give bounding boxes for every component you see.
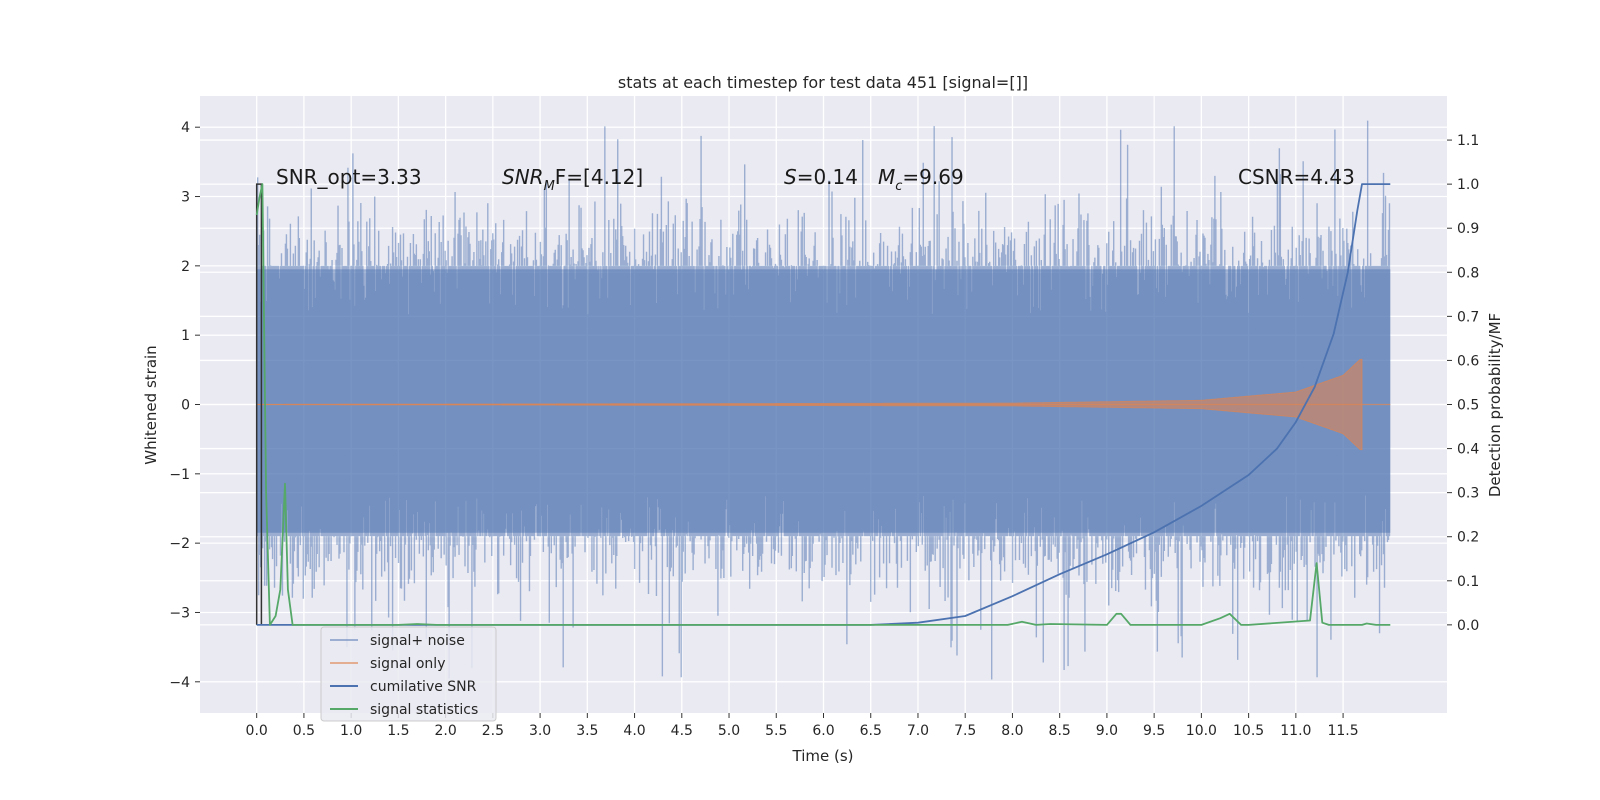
x-tick-label: 9.5 [1143,723,1165,739]
y-right-tick-label: 0.4 [1457,442,1479,458]
y-left-tick-label: 2 [181,259,190,275]
y-right-tick-label: 0.5 [1457,398,1479,414]
legend-box [320,626,497,722]
x-tick-label: 1.5 [387,723,409,739]
y-left-tick-label: 0 [181,398,190,414]
y-right-tick-label: 0.9 [1457,221,1479,237]
x-axis-ticks: 0.0 0.5 1.0 1.5 2.0 2.5 3.0 3.5 4.0 4.5 5.0 5.5 6.0 6… [246,713,1359,739]
x-tick-label: 3.0 [529,723,551,739]
y-right-tick-label: 0.3 [1457,486,1479,502]
x-tick-label: 8.0 [1001,723,1023,739]
legend-label-cumilative-snr: cumilative SNR [370,679,477,695]
annotation-mc-value: =9.69 [902,165,963,189]
annotation-snr-mf-symbol: SNR [502,165,544,189]
x-tick-label: 10.5 [1233,723,1264,739]
x-tick-label: 4.0 [623,723,645,739]
legend: signal+ noise signal only cumilative SNR… [320,626,497,722]
y-left-tick-label: 4 [181,120,190,136]
y-left-tick-label: −3 [169,605,190,621]
cumilative-snr-line [256,183,1391,626]
annotation-mc-subscript: c [895,179,902,194]
annotation-snr-mf: SNRMF=[4.12] [502,165,643,194]
y-axis-right-label: Detection probability/MF [1486,313,1504,497]
y-right-tick-label: 0.6 [1457,353,1479,369]
x-tick-label: 9.0 [1096,723,1118,739]
x-tick-label: 7.0 [907,723,929,739]
annotation-mc: Mc=9.69 [878,165,964,194]
annotation-snr-mf-value: F=[4.12] [555,165,643,189]
legend-label-signal-statistics: signal statistics [370,702,478,718]
x-tick-label: 2.5 [482,723,504,739]
x-tick-label: 4.5 [671,723,693,739]
x-tick-label: 6.0 [812,723,834,739]
legend-label-signal-plus-noise: signal+ noise [370,633,465,649]
x-tick-label: 3.5 [576,723,598,739]
x-tick-label: 0.0 [246,723,268,739]
y-left-tick-label: −2 [169,536,190,552]
y-left-tick-label: −1 [169,467,190,483]
x-tick-label: 10.0 [1186,723,1217,739]
x-tick-label: 6.5 [860,723,882,739]
x-tick-label: 1.0 [340,723,362,739]
x-tick-label: 2.0 [434,723,456,739]
legend-label-signal-only: signal only [370,656,445,672]
annotation-s-symbol: S [784,165,797,189]
x-tick-label: 8.5 [1049,723,1071,739]
x-tick-label: 5.5 [765,723,787,739]
y-left-tick-label: −4 [169,675,190,691]
right-axis-series [255,183,1391,626]
x-tick-label: 0.5 [293,723,315,739]
y-right-tick-label: 1.0 [1457,177,1479,193]
y-right-tick-label: 1.1 [1457,133,1479,149]
chart-title: stats at each timestep for test data 451… [618,73,1028,92]
y-left-tick-label: 1 [181,328,190,344]
y-axis-right-ticks: 0.0 0.1 0.2 0.3 0.4 0.5 0.6 0.7 0.8 0.9 1.0 1.1 [1447,133,1479,634]
annotation-csnr: CSNR=4.43 [1238,165,1355,189]
y-right-tick-label: 0.7 [1457,309,1479,325]
annotation-mc-symbol: M [878,165,895,189]
detection-window-line [255,183,263,625]
annotation-s-value: =0.14 [797,165,858,189]
x-tick-label: 11.5 [1327,723,1358,739]
series-signal-only [256,358,1391,451]
y-right-tick-label: 0.0 [1457,618,1479,634]
signal-statistics-line [255,183,1391,626]
annotation-snr-mf-subscript: M [544,179,555,194]
x-axis-label: Time (s) [792,747,854,765]
x-tick-label: 5.0 [718,723,740,739]
y-right-tick-label: 0.2 [1457,530,1479,546]
annotation-snr-opt: SNR_opt=3.33 [276,165,422,189]
x-tick-label: 7.5 [954,723,976,739]
y-left-tick-label: 3 [181,190,190,206]
y-axis-left-ticks: −4 −3 −2 −1 0 1 2 3 4 [169,120,200,691]
y-right-tick-label: 0.8 [1457,265,1479,281]
annotation-s: S=0.14 [784,165,858,189]
y-axis-left-label: Whitened strain [142,345,160,464]
y-right-tick-label: 0.1 [1457,574,1479,590]
x-tick-label: 11.0 [1280,723,1311,739]
